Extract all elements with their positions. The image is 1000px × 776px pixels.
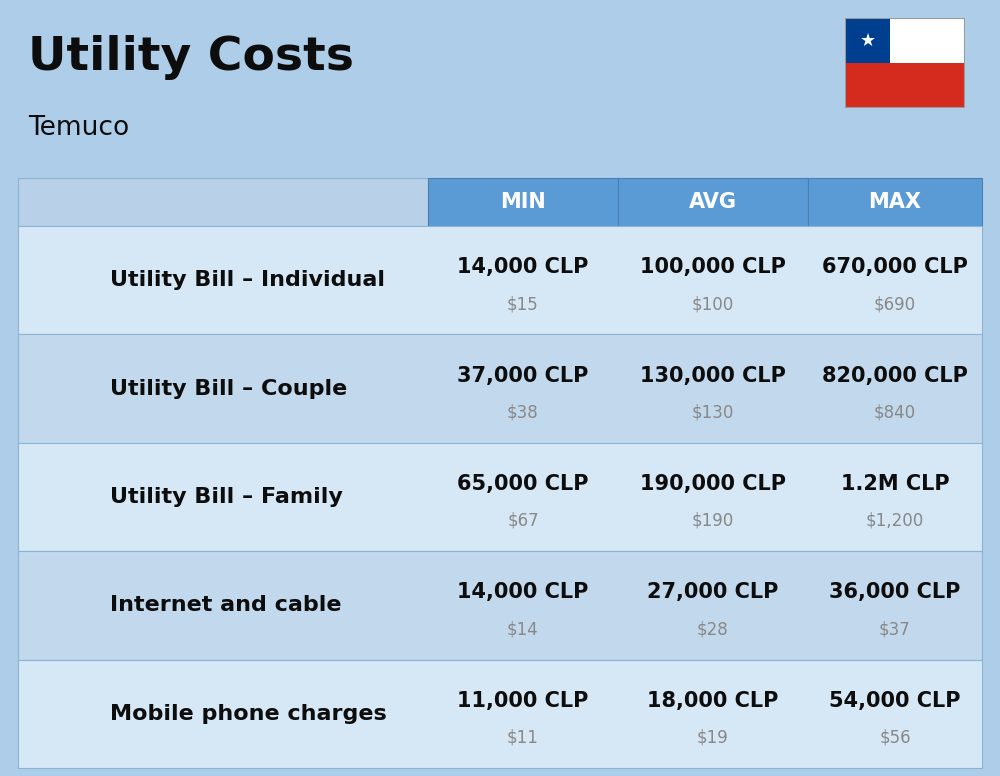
Text: 37,000 CLP: 37,000 CLP [457, 365, 589, 386]
Text: 190,000 CLP: 190,000 CLP [640, 474, 786, 494]
Text: Utility Bill – Couple: Utility Bill – Couple [110, 379, 347, 399]
Text: $67: $67 [507, 512, 539, 530]
Text: 14,000 CLP: 14,000 CLP [457, 583, 589, 602]
Text: Mobile phone charges: Mobile phone charges [110, 704, 387, 724]
Text: ★: ★ [859, 32, 876, 50]
Text: $37: $37 [879, 620, 911, 638]
Text: MAX: MAX [868, 192, 922, 212]
Text: 670,000 CLP: 670,000 CLP [822, 257, 968, 277]
Text: $11: $11 [507, 729, 539, 747]
Text: 27,000 CLP: 27,000 CLP [647, 583, 779, 602]
Text: $14: $14 [507, 620, 539, 638]
Text: Utility Bill – Individual: Utility Bill – Individual [110, 270, 385, 290]
Text: 65,000 CLP: 65,000 CLP [457, 474, 589, 494]
Text: 18,000 CLP: 18,000 CLP [647, 691, 779, 711]
Bar [845, 63, 965, 108]
Bar [845, 18, 965, 63]
Text: MIN: MIN [500, 192, 546, 212]
Text: 130,000 CLP: 130,000 CLP [640, 365, 786, 386]
Text: Utility Costs: Utility Costs [28, 36, 354, 81]
Text: $15: $15 [507, 295, 539, 313]
Text: $130: $130 [692, 404, 734, 421]
Text: $100: $100 [692, 295, 734, 313]
Text: 54,000 CLP: 54,000 CLP [829, 691, 961, 711]
Text: $840: $840 [874, 404, 916, 421]
Text: Internet and cable: Internet and cable [110, 595, 342, 615]
Text: $56: $56 [879, 729, 911, 747]
Text: 820,000 CLP: 820,000 CLP [822, 365, 968, 386]
Bar [845, 18, 890, 63]
Text: $28: $28 [697, 620, 729, 638]
Text: 11,000 CLP: 11,000 CLP [457, 691, 589, 711]
Text: 36,000 CLP: 36,000 CLP [829, 583, 961, 602]
Text: Utility Bill – Family: Utility Bill – Family [110, 487, 343, 507]
Text: $1,200: $1,200 [866, 512, 924, 530]
Text: 1.2M CLP: 1.2M CLP [841, 474, 949, 494]
Text: AVG: AVG [689, 192, 737, 212]
Text: $190: $190 [692, 512, 734, 530]
Text: $690: $690 [874, 295, 916, 313]
Text: $19: $19 [697, 729, 729, 747]
Text: Temuco: Temuco [28, 115, 129, 141]
Text: $38: $38 [507, 404, 539, 421]
Text: 100,000 CLP: 100,000 CLP [640, 257, 786, 277]
Text: 14,000 CLP: 14,000 CLP [457, 257, 589, 277]
